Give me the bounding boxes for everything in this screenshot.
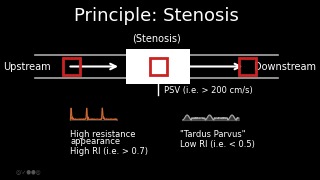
Text: Downstream: Downstream	[254, 62, 316, 71]
Text: Principle: Stenosis: Principle: Stenosis	[74, 7, 239, 25]
Text: Upstream: Upstream	[4, 62, 51, 71]
Text: High resistance: High resistance	[70, 130, 136, 139]
Text: ◎/✓●●◎: ◎/✓●●◎	[16, 170, 42, 174]
Text: (Stenosis): (Stenosis)	[132, 33, 181, 43]
Text: Low RI (i.e. < 0.5): Low RI (i.e. < 0.5)	[180, 140, 255, 149]
Text: High RI (i.e. > 0.7): High RI (i.e. > 0.7)	[70, 147, 148, 156]
Bar	[239, 58, 256, 75]
Text: "Tardus Parvus": "Tardus Parvus"	[180, 130, 245, 139]
Bar	[126, 49, 190, 84]
Bar	[63, 58, 80, 75]
Text: appearance: appearance	[70, 137, 121, 146]
Text: PSV (i.e. > 200 cm/s): PSV (i.e. > 200 cm/s)	[164, 86, 252, 94]
Bar	[150, 58, 167, 75]
